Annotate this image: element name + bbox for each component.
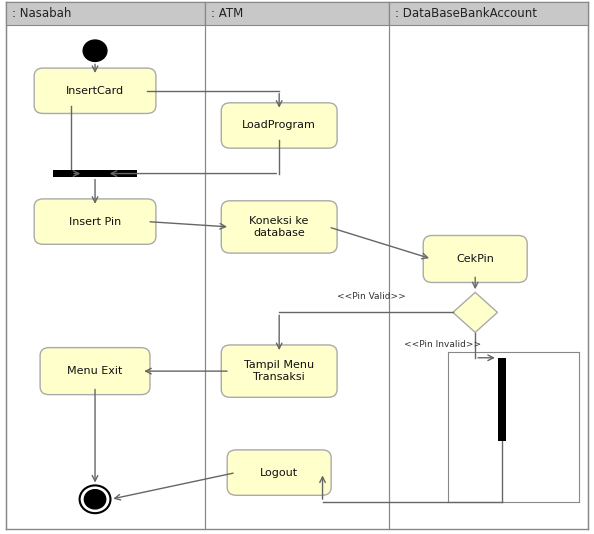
- Text: Insert Pin: Insert Pin: [69, 217, 121, 226]
- FancyBboxPatch shape: [221, 103, 337, 148]
- Circle shape: [83, 40, 107, 61]
- Bar: [53, 170, 137, 177]
- FancyBboxPatch shape: [227, 450, 331, 496]
- FancyBboxPatch shape: [221, 201, 337, 253]
- FancyBboxPatch shape: [423, 235, 527, 282]
- Text: : DataBaseBankAccount: : DataBaseBankAccount: [395, 7, 537, 20]
- Circle shape: [84, 490, 106, 509]
- Text: : Nasabah: : Nasabah: [12, 7, 71, 20]
- Text: Tampil Menu
Transaksi: Tampil Menu Transaksi: [244, 360, 314, 382]
- Bar: [6, 2, 205, 25]
- FancyBboxPatch shape: [221, 345, 337, 397]
- Text: CekPin: CekPin: [456, 254, 494, 264]
- Text: Menu Exit: Menu Exit: [67, 366, 123, 376]
- FancyBboxPatch shape: [34, 68, 156, 114]
- Bar: [205, 2, 389, 25]
- Text: Logout: Logout: [260, 468, 298, 477]
- Bar: [498, 358, 506, 441]
- Text: LoadProgram: LoadProgram: [242, 121, 316, 130]
- FancyBboxPatch shape: [34, 199, 156, 245]
- Polygon shape: [453, 293, 498, 332]
- FancyBboxPatch shape: [40, 348, 150, 395]
- Bar: [389, 2, 588, 25]
- Text: <<Pin Valid>>: <<Pin Valid>>: [337, 292, 406, 301]
- Text: Koneksi ke
database: Koneksi ke database: [249, 216, 309, 238]
- Text: : ATM: : ATM: [211, 7, 243, 20]
- Text: <<Pin Invalid>>: <<Pin Invalid>>: [404, 340, 481, 349]
- Text: InsertCard: InsertCard: [66, 86, 124, 96]
